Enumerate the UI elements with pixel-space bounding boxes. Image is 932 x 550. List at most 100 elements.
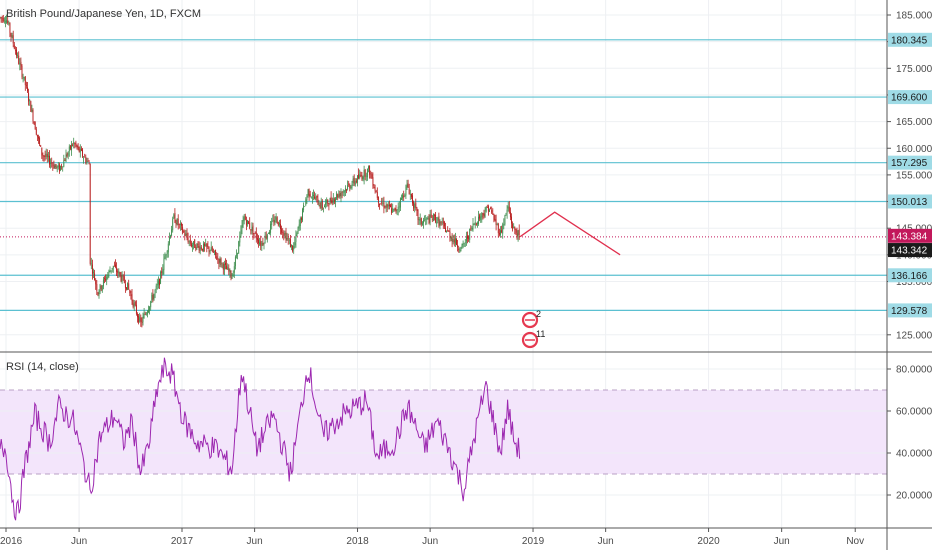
candle-body bbox=[131, 294, 133, 301]
candle-body bbox=[214, 250, 215, 252]
projection-line-group[interactable] bbox=[519, 211, 621, 256]
price-y-ticks: 125.0000135.0000140.0000145.0000150.0000… bbox=[887, 11, 932, 341]
candle-body bbox=[465, 236, 467, 242]
candle-body bbox=[76, 145, 78, 148]
candle-body bbox=[339, 192, 341, 197]
candle-body bbox=[38, 136, 39, 139]
candle-body bbox=[188, 240, 190, 242]
candle-body bbox=[406, 184, 408, 188]
candle-body bbox=[300, 218, 302, 220]
candle-body bbox=[324, 205, 325, 208]
candle-body bbox=[95, 279, 97, 285]
candle-body bbox=[310, 197, 312, 198]
candle-body bbox=[153, 293, 155, 301]
candle-body bbox=[313, 194, 314, 197]
candle-body bbox=[91, 264, 93, 274]
candle-body bbox=[101, 285, 103, 291]
candle-body bbox=[298, 224, 300, 229]
candle-body bbox=[13, 44, 15, 49]
horizontal-levels[interactable] bbox=[0, 39, 887, 311]
candle-body bbox=[25, 85, 27, 87]
candle-body bbox=[40, 145, 42, 147]
chart-grid bbox=[0, 0, 887, 528]
candle-body bbox=[495, 219, 497, 225]
candle-body bbox=[123, 276, 125, 283]
candle-body bbox=[380, 203, 382, 205]
candle-body bbox=[244, 215, 246, 220]
candle-body bbox=[452, 239, 454, 243]
candle-body bbox=[159, 279, 160, 286]
candle-body bbox=[42, 155, 44, 157]
candle-body bbox=[392, 208, 394, 213]
candle-body bbox=[144, 313, 146, 315]
candle-body bbox=[418, 219, 420, 221]
candle-body bbox=[110, 270, 112, 272]
event-icon[interactable] bbox=[521, 311, 539, 329]
candle-body bbox=[7, 20, 9, 24]
candle-body bbox=[104, 278, 105, 279]
annotation-icons[interactable]: 2 11 bbox=[521, 309, 545, 349]
candle-body bbox=[497, 223, 499, 234]
projection-line[interactable] bbox=[519, 211, 621, 256]
candle-body bbox=[166, 251, 168, 255]
candle-body bbox=[291, 244, 292, 247]
candle-body bbox=[256, 238, 258, 241]
candle-body bbox=[50, 162, 52, 165]
candle-body bbox=[419, 219, 421, 221]
candle-body bbox=[203, 243, 204, 252]
candle-body bbox=[375, 191, 377, 193]
candle-body bbox=[84, 156, 86, 158]
candle-body bbox=[6, 20, 8, 23]
candle-body bbox=[88, 162, 90, 165]
candle-body bbox=[182, 227, 184, 233]
candle-body bbox=[93, 271, 94, 273]
candle-body bbox=[61, 166, 63, 167]
candle-body bbox=[196, 243, 198, 249]
candle-body bbox=[83, 157, 85, 159]
candle-body bbox=[96, 284, 98, 291]
candle-body bbox=[229, 269, 231, 273]
candle-body bbox=[461, 244, 463, 248]
candle-body bbox=[31, 109, 33, 112]
candle-body bbox=[462, 243, 464, 245]
candle-body bbox=[198, 245, 200, 251]
candle-body bbox=[485, 206, 487, 212]
candle-body bbox=[18, 55, 20, 64]
candle-body bbox=[275, 215, 277, 220]
candle-body bbox=[145, 313, 147, 315]
candle-body bbox=[218, 258, 220, 264]
candle-body bbox=[134, 301, 136, 306]
candle-body bbox=[344, 188, 346, 192]
candle-body bbox=[285, 232, 287, 241]
candle-body bbox=[486, 207, 488, 208]
level-label-box bbox=[888, 194, 932, 209]
candle-body bbox=[179, 223, 181, 226]
candle-body bbox=[238, 241, 240, 254]
candle-body bbox=[107, 274, 109, 279]
event-icon[interactable] bbox=[521, 331, 539, 349]
candle-body bbox=[245, 220, 247, 226]
candle-body bbox=[330, 196, 332, 202]
time-tick-label: 2016 bbox=[0, 536, 23, 547]
candle-body bbox=[148, 309, 149, 313]
candle-body bbox=[90, 263, 92, 265]
candle-body bbox=[12, 35, 14, 44]
candle-body bbox=[423, 220, 424, 224]
candle-body bbox=[29, 100, 31, 101]
candle-body bbox=[46, 153, 48, 158]
candle-body bbox=[133, 303, 135, 307]
candle-body bbox=[19, 63, 21, 65]
candle-body bbox=[183, 231, 185, 233]
time-tick-label: Jun bbox=[598, 536, 614, 547]
candle-body bbox=[338, 193, 340, 197]
candle-body bbox=[65, 154, 67, 163]
candle-body bbox=[366, 169, 368, 178]
candle-body bbox=[164, 256, 166, 259]
candle-body bbox=[62, 166, 64, 168]
time-tick-label: Nov bbox=[846, 536, 864, 547]
candle-body bbox=[184, 233, 186, 237]
candle-body bbox=[5, 21, 6, 23]
candle-body bbox=[306, 195, 308, 201]
candle-body bbox=[293, 245, 295, 250]
candle-body bbox=[60, 166, 61, 171]
